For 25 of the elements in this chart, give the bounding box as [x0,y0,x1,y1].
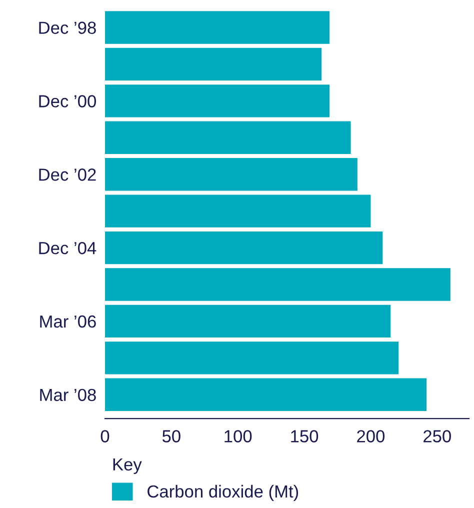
x-tick-label: 100 [224,430,252,442]
legend-title: Key [113,458,142,474]
bar [104,342,399,374]
bar [104,11,330,44]
bar [104,304,391,338]
y-tick-label: Dec ’04 [39,242,96,254]
bar [104,158,358,191]
x-tick-label: 250 [424,430,451,442]
y-tick-label: Mar ’06 [40,315,96,328]
bar [104,121,351,154]
legend-label: Carbon dioxide (Mt) [148,484,298,502]
bar [104,378,427,411]
y-tick-label: Dec ’98 [39,22,96,34]
bar [104,84,330,118]
y-tick-label: Mar ’08 [40,388,96,402]
bar [104,231,383,264]
bar [104,48,322,81]
x-tick-label: 200 [357,430,385,442]
bar [104,194,371,228]
x-tick-label: 0 [100,430,110,442]
x-tick-label: 50 [162,430,180,442]
bar [104,268,450,301]
x-tick-label: 150 [291,430,318,442]
y-tick-label: Dec ’02 [39,168,96,181]
y-tick-label: Dec ’00 [39,95,96,108]
